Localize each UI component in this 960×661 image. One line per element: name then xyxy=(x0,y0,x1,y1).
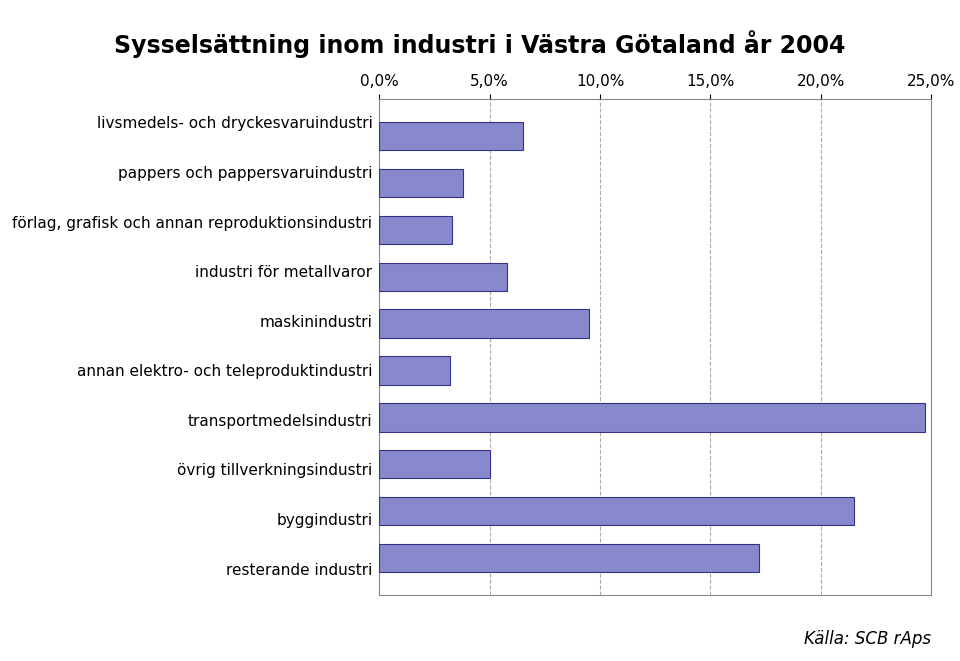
Text: förlag, grafisk och annan reproduktionsindustri: förlag, grafisk och annan reproduktionsi… xyxy=(12,215,372,231)
Text: livsmedels- och dryckesvaruindustri: livsmedels- och dryckesvaruindustri xyxy=(97,116,372,132)
Bar xyxy=(379,497,854,525)
Text: maskinindustri: maskinindustri xyxy=(259,315,372,330)
Bar xyxy=(379,122,522,150)
Text: industri för metallvaror: industri för metallvaror xyxy=(195,265,372,280)
Text: Sysselsättning inom industri i Västra Götaland år 2004: Sysselsättning inom industri i Västra Gö… xyxy=(114,30,846,58)
Bar xyxy=(379,544,759,572)
Text: övrig tillverkningsindustri: övrig tillverkningsindustri xyxy=(178,463,372,479)
Text: Källa: SCB rAps: Källa: SCB rAps xyxy=(804,630,931,648)
Text: transportmedelsindustri: transportmedelsindustri xyxy=(188,414,372,429)
Bar xyxy=(379,309,589,338)
Bar xyxy=(379,169,463,197)
Text: annan elektro- och teleproduktindustri: annan elektro- och teleproduktindustri xyxy=(77,364,372,379)
Bar xyxy=(379,356,450,385)
Bar xyxy=(379,450,490,479)
Text: byggindustri: byggindustri xyxy=(276,513,372,528)
Bar xyxy=(379,215,452,244)
Bar xyxy=(379,403,924,432)
Bar xyxy=(379,262,507,291)
Text: resterande industri: resterande industri xyxy=(227,563,372,578)
Text: pappers och pappersvaruindustri: pappers och pappersvaruindustri xyxy=(118,166,372,181)
